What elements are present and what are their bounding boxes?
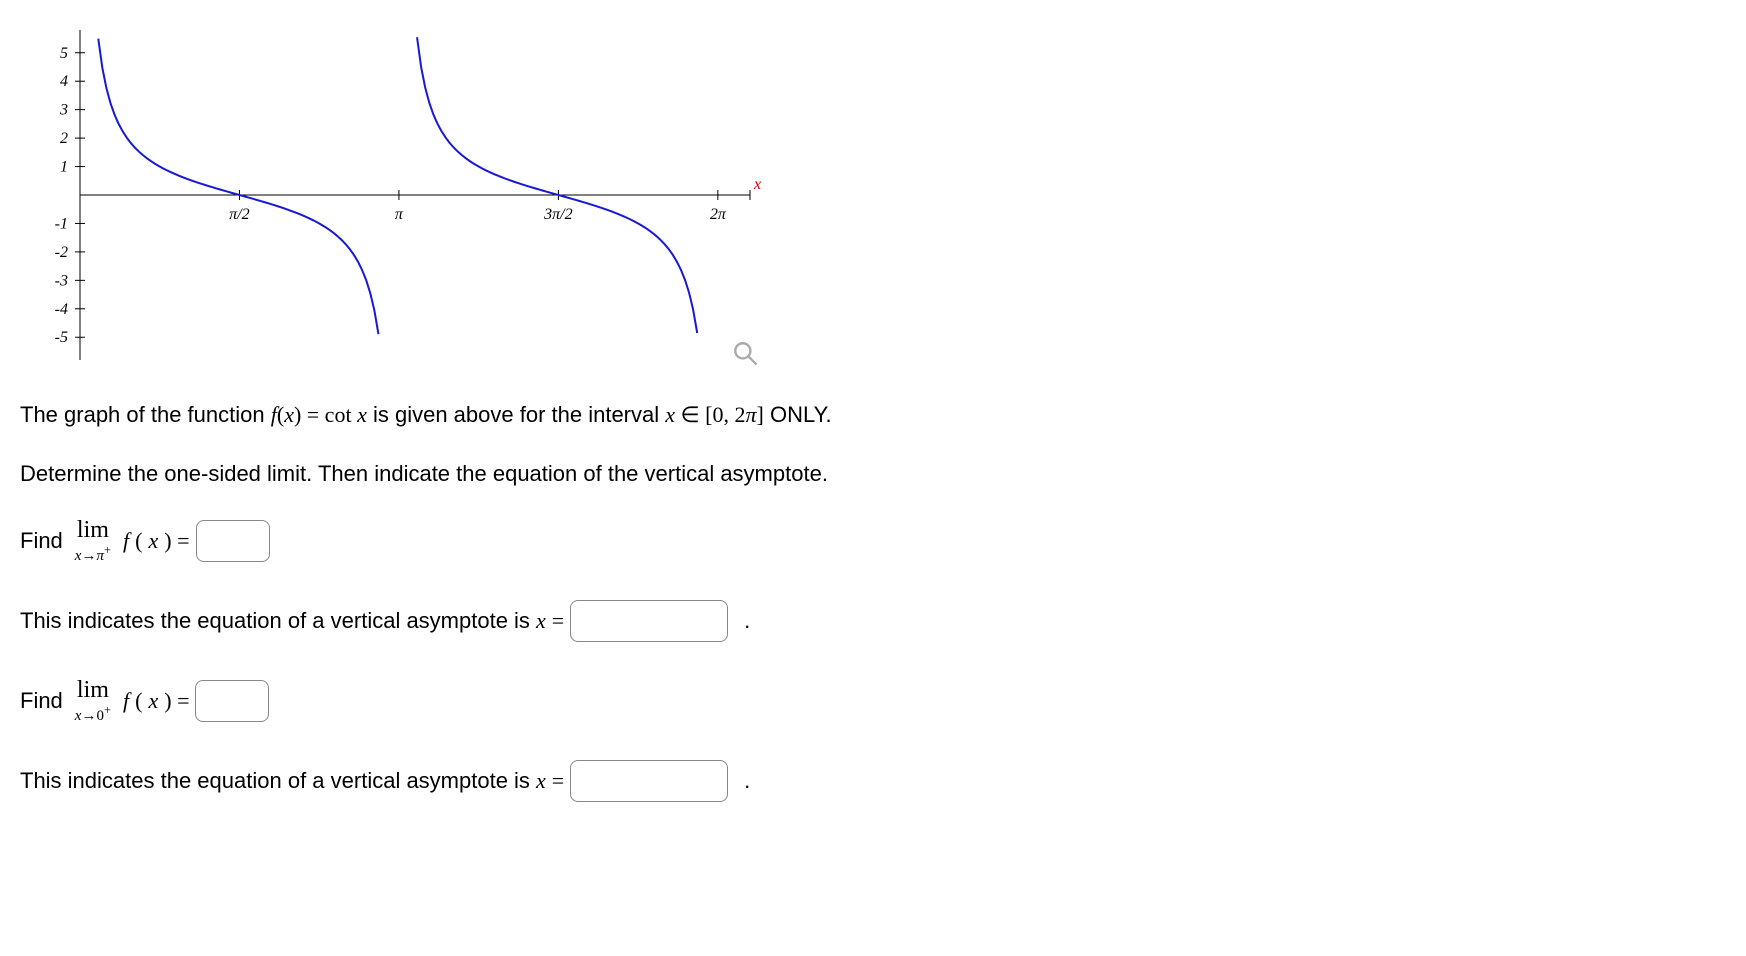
asymptote-1-input[interactable] [570,600,728,642]
asymptote-label: This indicates the equation of a vertica… [20,768,530,794]
svg-text:-5: -5 [55,329,68,346]
svg-text:-2: -2 [55,244,68,261]
svg-text:2π: 2π [710,206,727,223]
limit-row-2: Find lim x→0+ f(x) = [20,678,1726,724]
svg-text:2: 2 [60,130,68,147]
svg-text:3: 3 [59,102,68,119]
svg-text:-4: -4 [55,301,68,318]
svg-text:-3: -3 [55,272,68,289]
find-label: Find [20,528,63,554]
find-label: Find [20,688,63,714]
asymptote-row-2: This indicates the equation of a vertica… [20,760,1726,802]
asymptote-label: This indicates the equation of a vertica… [20,608,530,634]
period: . [744,608,750,634]
svg-text:π: π [395,206,404,223]
fx: f [123,528,129,554]
limit-pi-plus: lim x→π+ [75,518,111,564]
period: . [744,768,750,794]
text: is given above for the interval [373,402,665,427]
svg-text:1: 1 [60,159,68,176]
math-interval: x [665,402,675,427]
svg-text:x: x [753,176,761,193]
svg-text:π/2: π/2 [229,206,249,223]
svg-text:-1: -1 [55,215,68,232]
asymptote-2-input[interactable] [570,760,728,802]
magnifier-icon[interactable] [732,340,758,366]
limit-2-input[interactable] [195,680,269,722]
text: The graph of the function [20,402,271,427]
instruction-paragraph: Determine the one-sided limit. Then indi… [20,459,1726,490]
intro-paragraph: The graph of the function f(x) = cot x i… [20,400,1726,431]
limit-row-1: Find lim x→π+ f(x) = [20,518,1726,564]
svg-text:3π/2: 3π/2 [543,206,572,223]
text: ONLY. [770,402,832,427]
asymptote-row-1: This indicates the equation of a vertica… [20,600,1726,642]
limit-zero-plus: lim x→0+ [75,678,111,724]
cotangent-chart: 5 4 3 2 1 -1 -2 -3 -4 -5 π/2 π 3π/2 2π x [20,20,800,380]
chart-svg: 5 4 3 2 1 -1 -2 -3 -4 -5 π/2 π 3π/2 2π x [20,20,800,380]
svg-text:4: 4 [60,73,68,90]
svg-text:5: 5 [60,45,68,62]
limit-1-input[interactable] [196,520,270,562]
fx: f [123,688,129,714]
